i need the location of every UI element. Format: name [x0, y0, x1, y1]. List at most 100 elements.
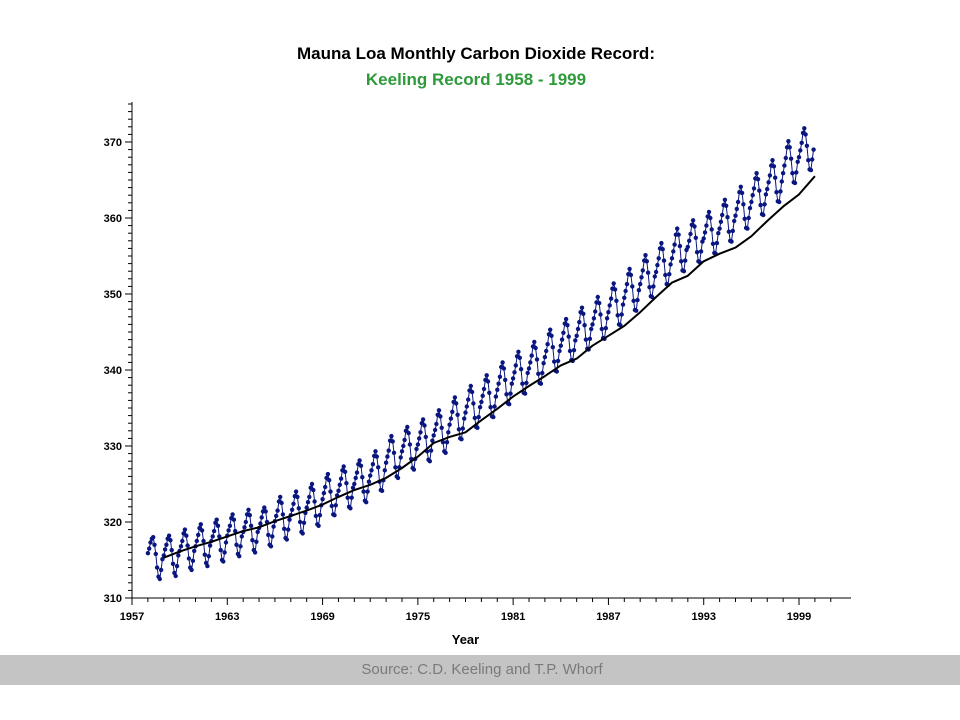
monthly-point: [434, 421, 439, 427]
monthly-point: [354, 470, 360, 475]
monthly-point: [541, 361, 546, 366]
monthly-point: [361, 489, 366, 494]
monthly-point: [794, 170, 799, 175]
labels-layer: 310 320 330 340 350 360 370 1957 1963 1969 1975 198…: [104, 137, 812, 647]
monthly-point: [186, 556, 192, 561]
monthly-point: [792, 180, 798, 186]
monthly-point: [624, 281, 630, 287]
monthly-point: [312, 499, 317, 504]
monthly-point: [496, 381, 501, 386]
monthly-point: [612, 287, 618, 292]
monthly-point: [622, 295, 627, 300]
monthly-point: [619, 312, 624, 317]
monthly-point: [704, 223, 709, 228]
monthly-point: [717, 226, 722, 231]
monthly-point: [724, 203, 729, 208]
monthly-point: [532, 339, 537, 345]
monthly-point: [472, 415, 477, 421]
monthly-point: [787, 145, 792, 150]
monthly-point: [702, 230, 708, 235]
monthly-point: [415, 442, 421, 447]
monthly-point: [782, 163, 787, 168]
monthly-point: [645, 270, 651, 275]
monthly-point: [755, 177, 761, 182]
monthly-point: [733, 213, 738, 218]
monthly-point: [762, 202, 767, 207]
monthly-point: [205, 563, 210, 569]
monthly-point: [379, 488, 385, 493]
monthly-point: [796, 155, 802, 160]
monthly-point: [304, 505, 309, 510]
monthly-point: [211, 528, 217, 534]
monthly-point: [708, 215, 713, 221]
monthly-point: [659, 240, 664, 246]
monthly-point: [693, 235, 698, 240]
monthly-point: [305, 500, 311, 505]
monthly-point: [300, 531, 305, 536]
monthly-point: [174, 563, 180, 569]
monthly-point: [258, 521, 263, 526]
monthly-point: [739, 190, 745, 196]
monthly-point: [730, 228, 735, 234]
monthly-point: [248, 523, 254, 528]
monthly-point: [401, 443, 406, 449]
monthly-point: [685, 244, 690, 250]
monthly-point: [643, 253, 648, 258]
monthly-point: [176, 553, 181, 558]
monthly-point: [750, 193, 755, 198]
monthly-point: [582, 323, 587, 328]
monthly-point: [320, 497, 325, 502]
monthly-point: [430, 438, 435, 443]
monthly-point: [518, 367, 524, 372]
monthly-point: [631, 298, 636, 303]
monthly-point: [652, 274, 657, 279]
monthly-point: [651, 284, 656, 289]
monthly-point: [254, 539, 259, 544]
monthly-point: [795, 159, 800, 164]
chart-subtitle: Keeling Record 1958 - 1999: [365, 70, 587, 89]
x-tick-label: 1999: [787, 611, 811, 623]
monthly-point: [271, 524, 276, 529]
monthly-point: [513, 363, 518, 368]
monthly-point: [390, 439, 395, 444]
monthly-point: [417, 436, 422, 441]
monthly-point: [173, 573, 178, 579]
monthly-point: [581, 311, 586, 316]
monthly-point: [528, 360, 533, 365]
monthly-point: [386, 448, 391, 453]
monthly-point: [639, 275, 644, 280]
monthly-point: [735, 199, 741, 205]
monthly-point: [198, 522, 203, 527]
monthly-point: [504, 392, 509, 397]
monthly-point: [270, 534, 275, 539]
monthly-point: [677, 243, 683, 249]
monthly-point: [373, 449, 378, 454]
monthly-point: [516, 349, 521, 354]
monthly-point: [747, 205, 753, 211]
monthly-point: [501, 366, 507, 371]
monthly-point: [634, 308, 639, 313]
monthly-point: [493, 394, 499, 399]
monthly-point: [406, 430, 411, 436]
monthly-point: [729, 239, 734, 244]
monthly-point: [227, 523, 233, 528]
monthly-point: [788, 156, 794, 161]
monthly-point: [734, 206, 739, 212]
monthly-point: [221, 559, 226, 564]
monthly-point: [311, 487, 316, 493]
monthly-point: [779, 179, 784, 184]
monthly-point: [210, 534, 215, 539]
monthly-point: [628, 272, 634, 278]
monthly-point: [158, 567, 164, 573]
monthly-point: [558, 343, 563, 348]
monthly-point: [337, 482, 342, 487]
monthly-point: [778, 189, 783, 194]
monthly-point: [710, 241, 716, 246]
monthly-point: [497, 374, 503, 379]
monthly-point: [196, 532, 201, 538]
monthly-point: [716, 231, 721, 236]
monthly-point: [266, 532, 271, 538]
monthly-point: [466, 397, 471, 402]
monthly-point: [444, 440, 450, 445]
monthly-point: [533, 345, 538, 351]
